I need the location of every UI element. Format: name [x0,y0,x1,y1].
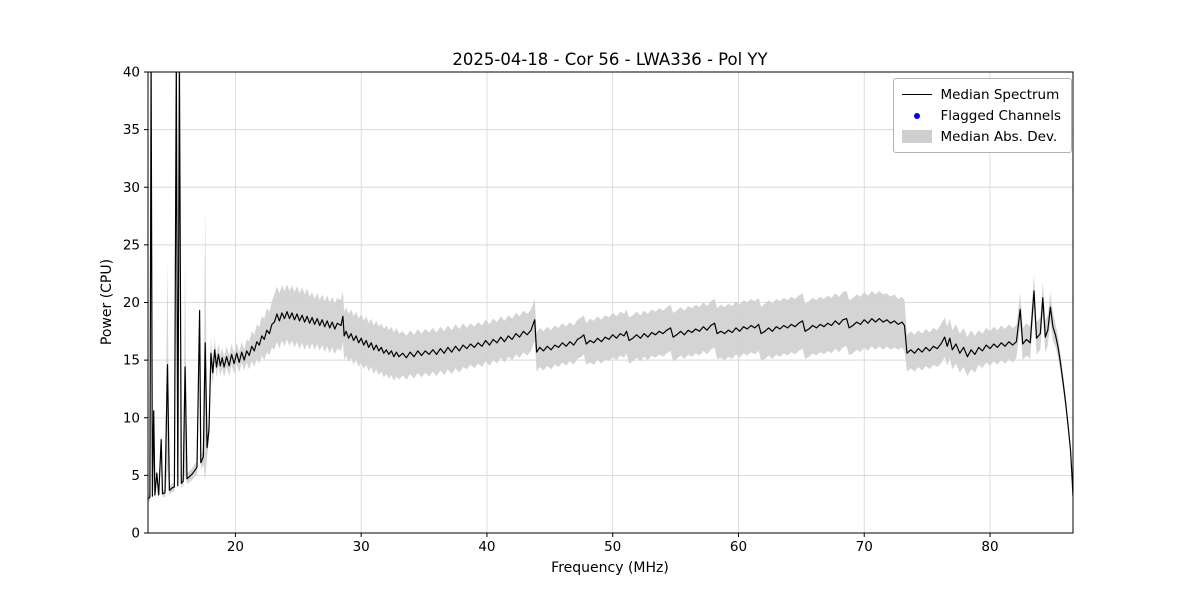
legend-label: Flagged Channels [940,107,1061,124]
svg-text:20: 20 [123,295,140,311]
x-tick-labels: 20 30 40 50 60 70 80 [227,539,999,555]
flagged-marker-swatch-icon [902,112,932,119]
svg-text:70: 70 [856,539,873,555]
legend: Median Spectrum Flagged Channels Median … [893,78,1072,153]
svg-text:35: 35 [123,122,140,138]
x-ticks [234,533,991,537]
svg-text:40: 40 [478,539,495,555]
y-ticks [144,71,148,534]
svg-text:60: 60 [730,539,747,555]
legend-entry-mad-band: Median Abs. Dev. [902,126,1061,147]
svg-text:10: 10 [123,410,140,426]
svg-text:50: 50 [604,539,621,555]
legend-entry-median-spectrum: Median Spectrum [902,84,1061,105]
legend-label: Median Abs. Dev. [940,128,1058,145]
y-axis-label: Power (CPU) [99,258,115,346]
median-line-swatch-icon [902,94,933,95]
svg-text:5: 5 [131,468,140,484]
median-spectrum-line [148,72,1073,499]
svg-text:0: 0 [131,526,140,542]
legend-label: Median Spectrum [940,86,1060,103]
svg-text:20: 20 [227,539,244,555]
y-tick-labels: 0 5 10 15 20 25 30 35 40 [123,65,140,542]
x-axis-label: Frequency (MHz) [551,560,669,576]
svg-text:15: 15 [123,353,140,369]
mad-band-swatch-icon [902,130,933,143]
svg-text:30: 30 [123,180,140,196]
svg-text:30: 30 [353,539,370,555]
svg-text:40: 40 [123,65,140,81]
svg-text:80: 80 [981,539,998,555]
svg-text:25: 25 [123,237,140,253]
chart-title: 2025-04-18 - Cor 56 - LWA336 - Pol YY [452,50,768,69]
legend-entry-flagged-channels: Flagged Channels [902,105,1061,126]
